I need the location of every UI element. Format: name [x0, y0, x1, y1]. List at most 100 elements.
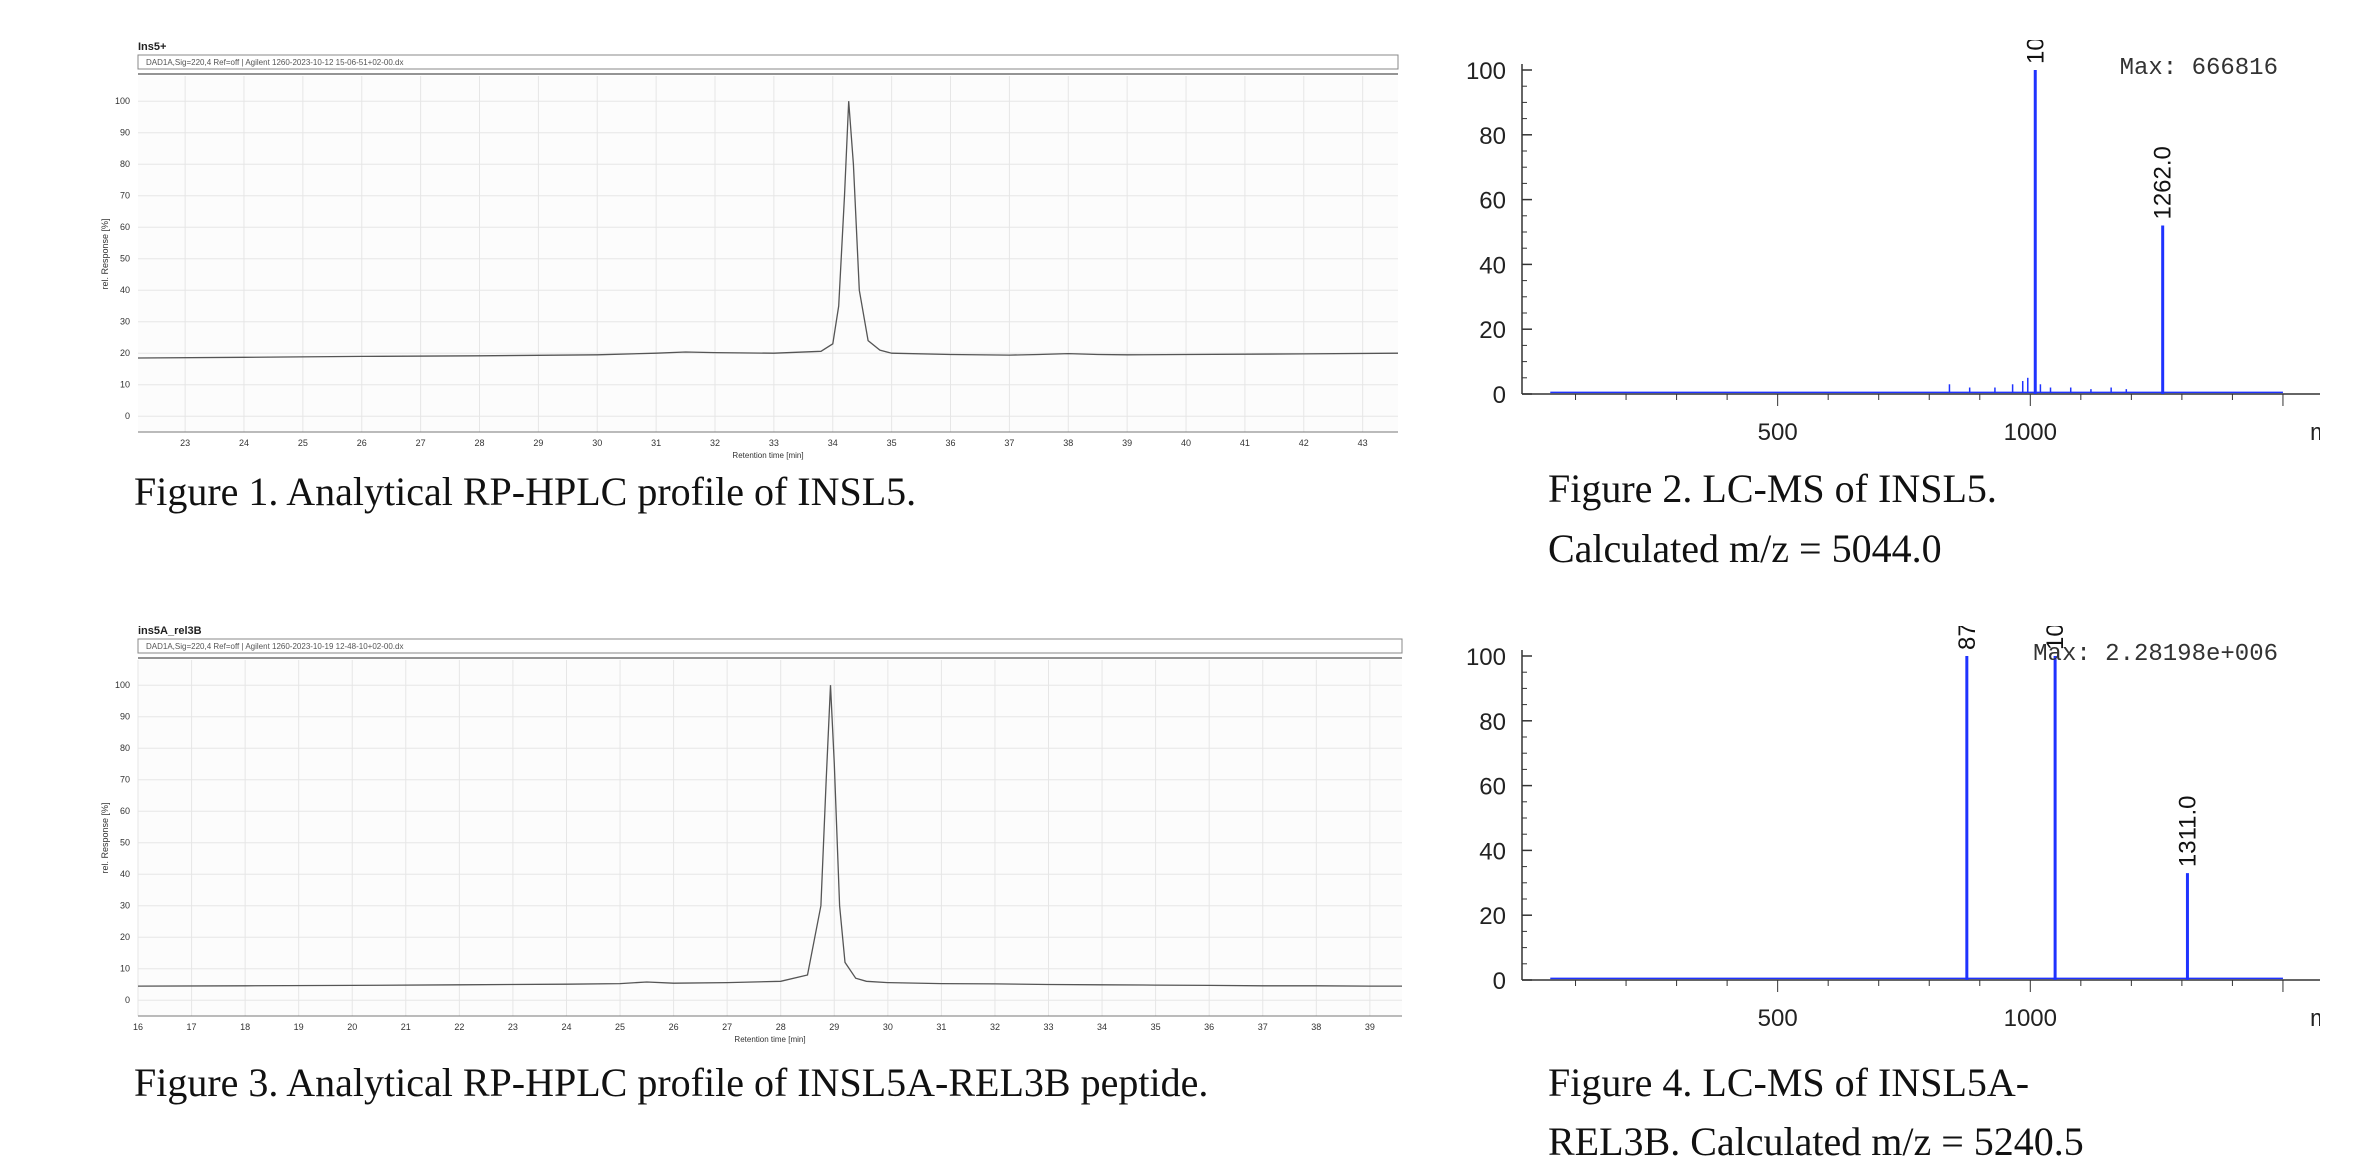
x-tick-label: 41: [1240, 438, 1250, 448]
x-axis-title: m/z: [2310, 419, 2320, 446]
y-tick-label: 0: [125, 411, 130, 421]
y-tick-label: 100: [1466, 644, 1506, 671]
y-axis-title: rel. Response [%]: [100, 218, 110, 289]
x-tick-label: 28: [474, 438, 484, 448]
x-tick-label: 16: [133, 1022, 143, 1032]
chart-title: ins5A_rel3B: [138, 625, 202, 637]
x-tick-label: 32: [990, 1022, 1000, 1032]
figure-3-caption: Figure 3. Analytical RP-HPLC profile of …: [134, 1060, 1209, 1105]
x-tick-label: 31: [651, 438, 661, 448]
peak-label: 1311.0: [2174, 795, 2201, 867]
x-tick-label: 30: [883, 1022, 893, 1032]
x-tick-label: 38: [1063, 438, 1073, 448]
x-tick-label: 1000: [2004, 419, 2057, 446]
hplc-chart-ins5-svg: Ins5+ DAD1A,Sig=220,4 Ref=off | Agilent 1…: [100, 41, 1399, 460]
figure-4-caption-line-2: REL3B. Calculated m/z = 5240.5: [1548, 1119, 2084, 1164]
x-tick-label: 30: [592, 438, 602, 448]
y-tick-label: 30: [120, 901, 130, 911]
x-tick-label: 18: [240, 1022, 250, 1032]
y-tick-label: 100: [115, 680, 130, 690]
hplc-chart-ins5a-rel3b-svg: ins5A_rel3B DAD1A,Sig=220,4 Ref=off | Agi…: [100, 625, 1403, 1044]
x-tick-label: 25: [298, 438, 308, 448]
figure-2-caption-line-2: Calculated m/z = 5044.0: [1548, 526, 1942, 571]
chart-header-box: [137, 638, 1403, 654]
chromatogram-trace: [137, 685, 1402, 987]
x-tick-label: 29: [829, 1022, 839, 1032]
x-tick-label: 26: [357, 438, 367, 448]
figure-4-caption-line-1: Figure 4. LC-MS of INSL5A-: [1548, 1060, 2030, 1105]
x-tick-label: 34: [828, 438, 838, 448]
x-tick-label: 37: [1004, 438, 1014, 448]
x-tick-label: 35: [887, 438, 897, 448]
hplc-chart-ins5a-rel3b: ins5A_rel3B DAD1A,Sig=220,4 Ref=off | Agi…: [98, 618, 1404, 1046]
x-tick-label: 26: [669, 1022, 679, 1032]
x-tick-label: 33: [769, 438, 779, 448]
plot-area: [138, 76, 1398, 432]
y-tick-label: 60: [120, 222, 130, 232]
y-tick-label: 10: [120, 964, 130, 974]
x-axis-title: m/z: [2310, 1005, 2320, 1032]
lcms-chart-insl5a-rel3b: 0204060801005001000m/z874.41049.11311.0M…: [1440, 577, 2349, 1056]
max-intensity-annotation: Max: 2.28198e+006: [2033, 641, 2278, 668]
y-tick-label: 80: [1479, 123, 1506, 150]
chart-subtitle: DAD1A,Sig=220,4 Ref=off | Agilent 1260-2…: [146, 58, 403, 67]
x-tick-label: 36: [1204, 1022, 1214, 1032]
x-tick-label: 25: [615, 1022, 625, 1032]
peak-label: 874.4: [1954, 626, 1981, 650]
chromatogram-trace: [137, 101, 1399, 359]
y-tick-label: 80: [120, 159, 130, 169]
y-tick-label: 0: [125, 995, 130, 1005]
chart-title: Ins5+: [138, 41, 166, 53]
x-tick-label: 39: [1122, 438, 1132, 448]
figure-1-caption: Figure 1. Analytical RP-HPLC profile of …: [134, 469, 917, 514]
y-tick-label: 20: [1479, 317, 1506, 344]
x-axis-title: Retention time [min]: [734, 1035, 805, 1044]
x-tick-label: 39: [1365, 1022, 1375, 1032]
x-tick-label: 34: [1097, 1022, 1107, 1032]
lcms-chart-insl5: 0 20 40 60 80 100 500 1000 m/z 1009.8 1262.0 Max: 6…: [1440, 0, 2349, 470]
x-tick-label: 23: [508, 1022, 518, 1032]
peak-label: 1009.8: [2022, 40, 2049, 64]
chart-subtitle: DAD1A,Sig=220,4 Ref=off | Agilent 1260-2…: [146, 642, 403, 651]
y-tick-label: 40: [1479, 838, 1506, 865]
x-tick-label: 40: [1181, 438, 1191, 448]
x-tick-label: 38: [1311, 1022, 1321, 1032]
hplc-chart-ins5: Ins5+ DAD1A,Sig=220,4 Ref=off | Agilent 1…: [98, 34, 1400, 462]
x-tick-label: 33: [1044, 1022, 1054, 1032]
x-tick-label: 500: [1758, 1005, 1798, 1032]
x-tick-label: 43: [1358, 438, 1368, 448]
x-tick-label: 35: [1151, 1022, 1161, 1032]
x-tick-label: 23: [180, 438, 190, 448]
y-tick-label: 50: [120, 254, 130, 264]
max-intensity-annotation: Max: 666816: [2120, 55, 2278, 82]
y-tick-label: 80: [1479, 709, 1506, 736]
plot-area: [138, 660, 1402, 1016]
x-tick-label: 22: [454, 1022, 464, 1032]
lcms-chart-insl5-svg: 0 20 40 60 80 100 500 1000 m/z 1009.8 1262.0 Max: 6…: [1466, 0, 2349, 446]
y-tick-label: 10: [120, 380, 130, 390]
y-tick-label: 40: [1479, 252, 1506, 279]
x-tick-label: 17: [187, 1022, 197, 1032]
y-tick-label: 0: [1493, 968, 1506, 995]
x-axis-title: Retention time [min]: [732, 451, 803, 460]
y-tick-label: 60: [1479, 774, 1506, 801]
y-tick-label: 60: [1479, 188, 1506, 215]
x-tick-label: 36: [946, 438, 956, 448]
y-tick-label: 70: [120, 775, 130, 785]
figure-2-caption-line-1: Figure 2. LC-MS of INSL5.: [1548, 466, 1997, 511]
lcms-chart-insl5a-rel3b-svg: 0204060801005001000m/z874.41049.11311.0M…: [1466, 577, 2349, 1032]
y-tick-label: 20: [1479, 903, 1506, 930]
y-tick-label: 90: [120, 712, 130, 722]
y-tick-label: 0: [1493, 382, 1506, 409]
y-axis-title: rel. Response [%]: [100, 802, 110, 873]
y-tick-label: 30: [120, 317, 130, 327]
y-tick-label: 100: [115, 96, 130, 106]
x-tick-label: 27: [416, 438, 426, 448]
x-tick-label: 24: [239, 438, 249, 448]
x-tick-label: 32: [710, 438, 720, 448]
x-tick-label: 500: [1758, 419, 1798, 446]
y-tick-label: 20: [120, 932, 130, 942]
x-tick-label: 37: [1258, 1022, 1268, 1032]
y-tick-label: 100: [1466, 58, 1506, 85]
y-tick-label: 40: [120, 285, 130, 295]
